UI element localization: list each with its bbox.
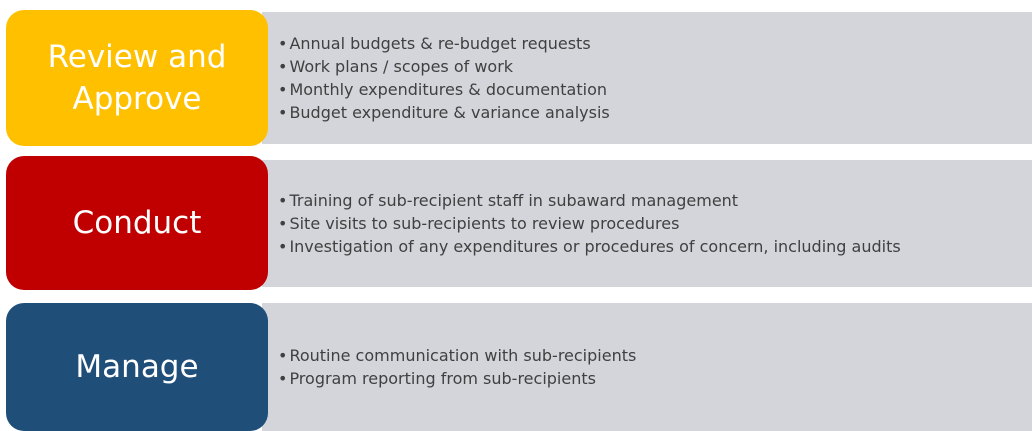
bullet-item: Work plans / scopes of work xyxy=(278,55,1032,78)
category-box: Review and Approve xyxy=(6,10,268,146)
bullet-item: Routine communication with sub-recipient… xyxy=(278,344,1032,367)
bullet-item: Training of sub-recipient staff in subaw… xyxy=(278,189,1032,212)
bullet-item: Monthly expenditures & documentation xyxy=(278,78,1032,101)
category-box: Conduct xyxy=(6,156,268,290)
bullet-item: Budget expenditure & variance analysis xyxy=(278,101,1032,124)
bullet-item: Site visits to sub-recipients to review … xyxy=(278,212,1032,235)
bullet-item: Investigation of any expenditures or pro… xyxy=(278,235,1032,258)
bullet-item: Program reporting from sub-recipients xyxy=(278,367,1032,390)
item-panel: Training of sub-recipient staff in subaw… xyxy=(262,160,1032,287)
category-box: Manage xyxy=(6,303,268,431)
item-panel: Annual budgets & re-budget requestsWork … xyxy=(262,12,1032,144)
bullet-item: Annual budgets & re-budget requests xyxy=(278,32,1032,55)
item-panel: Routine communication with sub-recipient… xyxy=(262,303,1032,431)
